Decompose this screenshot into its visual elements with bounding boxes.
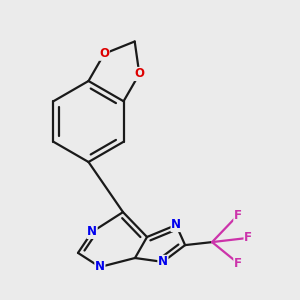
Text: N: N [158,255,168,268]
Text: N: N [95,260,105,274]
Text: O: O [134,68,144,80]
Text: N: N [171,218,181,232]
Text: F: F [234,256,242,270]
Text: N: N [87,225,97,239]
Text: F: F [244,231,252,244]
Text: F: F [234,208,242,222]
Text: O: O [99,47,109,60]
